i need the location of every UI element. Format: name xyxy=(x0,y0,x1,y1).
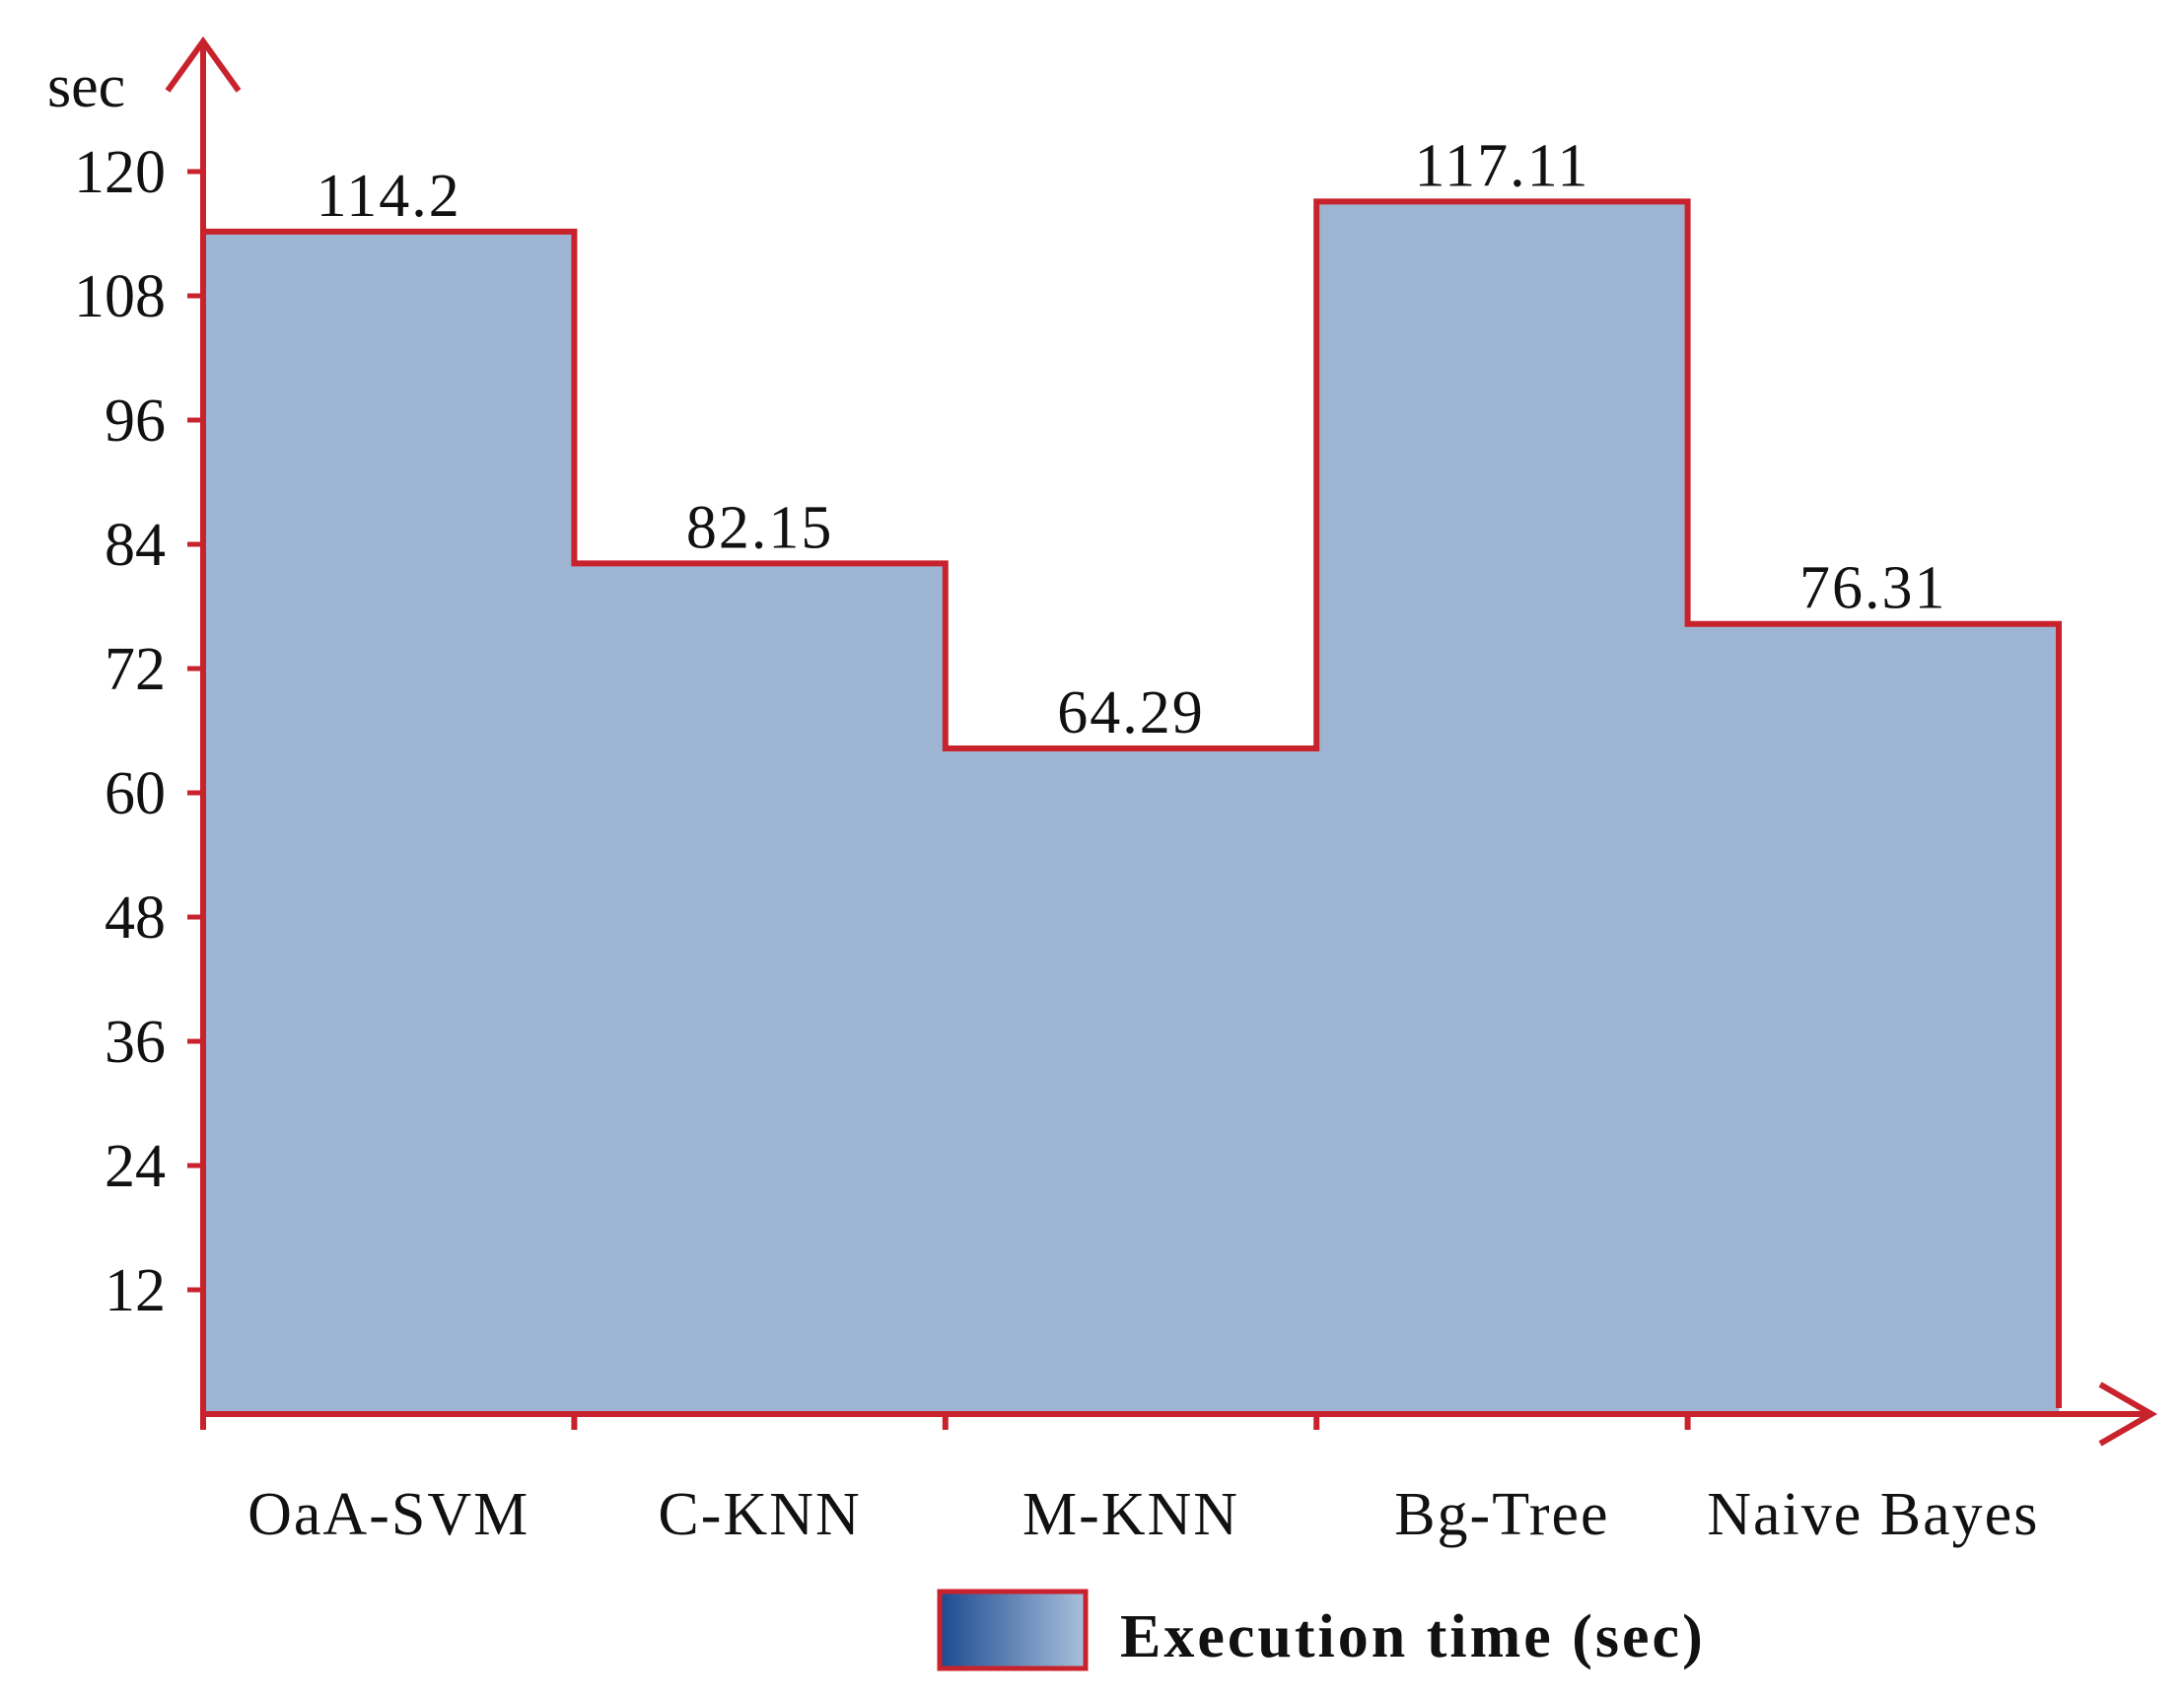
x-category-label-oaa-svm: OaA-SVM xyxy=(247,1481,529,1548)
legend-swatch xyxy=(937,1589,1089,1671)
y-tick-label-12: 12 xyxy=(105,1257,166,1324)
area-layer xyxy=(203,198,2062,1415)
y-tick-label-96: 96 xyxy=(105,388,166,455)
series-step-line xyxy=(203,198,2062,1408)
y-tick-label-24: 24 xyxy=(105,1133,166,1200)
data-label-bg-tree: 117.11 xyxy=(1414,132,1589,199)
data-label-m-knn: 64.29 xyxy=(1057,679,1205,746)
x-axis-arrow xyxy=(2098,1381,2158,1447)
label-layer: sec 12 24 36 48 60 72 84 96 108 120 OaA-SVM C-KNN M-… xyxy=(47,53,2039,1548)
x-category-label-c-knn: C-KNN xyxy=(658,1481,861,1548)
area-segment-c-knn xyxy=(574,563,947,1414)
x-category-label-bg-tree: Bg-Tree xyxy=(1394,1481,1609,1548)
y-tick-label-48: 48 xyxy=(105,885,166,952)
x-category-label-m-knn: M-KNN xyxy=(1022,1481,1239,1548)
y-axis-arrow xyxy=(165,35,242,93)
area-segment-naive-bayes xyxy=(1687,623,2060,1414)
legend: Execution time (sec) xyxy=(937,1589,1706,1671)
data-label-naive-bayes: 76.31 xyxy=(1799,555,1947,622)
axis-layer xyxy=(165,35,2158,1447)
area-segment-oaa-svm xyxy=(203,231,575,1414)
y-tick-label-120: 120 xyxy=(74,139,166,206)
y-axis-unit-label: sec xyxy=(47,53,125,120)
y-tick-label-108: 108 xyxy=(74,263,166,330)
data-label-c-knn: 82.15 xyxy=(686,494,834,561)
y-tick-label-60: 60 xyxy=(105,760,166,827)
data-label-oaa-svm: 114.2 xyxy=(317,163,461,230)
y-tick-label-72: 72 xyxy=(105,636,166,703)
area-segment-m-knn xyxy=(945,747,1317,1414)
area-segment-bg-tree xyxy=(1316,201,1689,1415)
legend-label: Execution time (sec) xyxy=(1120,1603,1706,1670)
x-category-label-naive-bayes: Naive Bayes xyxy=(1707,1481,2039,1548)
y-tick-label-36: 36 xyxy=(105,1009,166,1076)
y-tick-label-84: 84 xyxy=(105,512,166,579)
